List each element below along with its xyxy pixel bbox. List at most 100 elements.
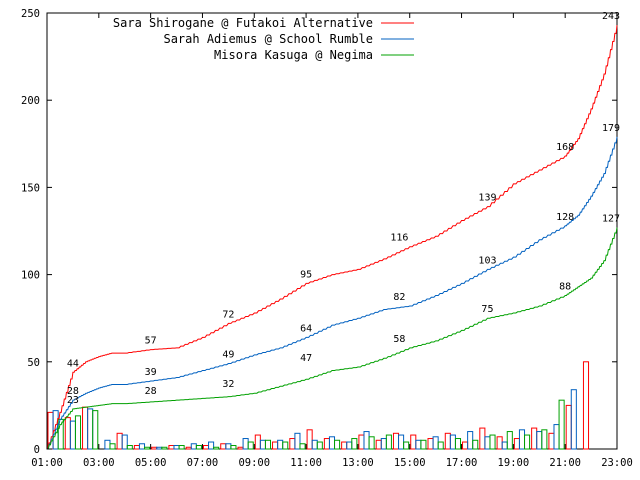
hourly-bar xyxy=(195,445,202,450)
point-label: 179 xyxy=(602,123,620,134)
point-label: 57 xyxy=(145,336,157,347)
hourly-bar xyxy=(536,431,543,450)
hourly-bar xyxy=(462,441,469,450)
point-label: 49 xyxy=(222,350,234,361)
hourly-bar xyxy=(185,446,192,450)
hourly-bar xyxy=(323,438,330,450)
hourly-bar xyxy=(437,441,444,450)
hourly-bar xyxy=(506,431,513,450)
hourly-bar xyxy=(237,446,244,450)
hourly-bar xyxy=(334,439,341,450)
hourly-bar xyxy=(565,404,572,450)
hourly-bar xyxy=(427,438,434,450)
x-tick-label: 17:00 xyxy=(446,457,478,469)
point-label: 95 xyxy=(300,269,312,280)
cumulative-line xyxy=(47,25,618,450)
hourly-bar xyxy=(501,441,508,450)
hourly-bar xyxy=(346,441,353,450)
point-label: 39 xyxy=(145,367,157,378)
hourly-bar xyxy=(420,439,427,450)
hourly-bar xyxy=(489,434,496,450)
point-label: 168 xyxy=(556,142,574,153)
hourly-bar xyxy=(230,445,237,450)
hourly-bar xyxy=(449,434,456,450)
cumulative-line xyxy=(47,136,618,450)
hourly-bar xyxy=(92,410,99,450)
hourly-bar xyxy=(289,438,296,450)
hourly-bar xyxy=(138,443,146,450)
hourly-bar xyxy=(190,443,197,450)
legend-label: Sarah Adiemus @ School Rumble xyxy=(163,32,373,46)
hourly-bar xyxy=(454,438,462,450)
hourly-bar xyxy=(524,434,531,450)
point-labels: 44 57 72 95 116 139 168 243 28 39 49 64 82 103 128 179 2… xyxy=(67,11,620,406)
y-tick-label: 50 xyxy=(27,357,40,369)
hourly-bar xyxy=(254,434,261,450)
hourly-bar xyxy=(472,439,479,450)
hourly-bar xyxy=(126,445,133,450)
hourly-bar xyxy=(121,434,128,450)
hourly-bar xyxy=(173,445,180,450)
point-label: 28 xyxy=(67,386,79,397)
x-tick-label: 07:00 xyxy=(187,457,219,469)
hourly-bar xyxy=(277,439,284,450)
hourly-bar xyxy=(247,441,254,450)
y-tick-label: 250 xyxy=(21,8,40,20)
hourly-bar xyxy=(69,420,76,450)
hourly-bar xyxy=(104,439,111,450)
hourly-bar xyxy=(392,432,400,450)
x-tick-label: 15:00 xyxy=(394,457,426,469)
hourly-bar xyxy=(264,439,272,450)
point-label: 82 xyxy=(393,292,405,303)
point-label: 58 xyxy=(393,334,405,345)
hourly-bar xyxy=(548,432,555,450)
hourly-bar xyxy=(358,434,365,450)
y-tick-label: 200 xyxy=(21,95,40,107)
hourly-bar xyxy=(109,443,116,450)
hourly-bar xyxy=(282,441,289,450)
hourly-bar xyxy=(306,429,313,450)
x-tick-label: 11:00 xyxy=(290,457,322,469)
point-label: 44 xyxy=(67,358,79,369)
point-label: 28 xyxy=(145,386,157,397)
hourly-bar xyxy=(403,441,410,450)
hourly-bar xyxy=(484,436,491,450)
hourly-bar xyxy=(64,417,71,450)
y-tick-label: 100 xyxy=(21,270,40,282)
hourly-bars xyxy=(47,361,590,450)
hourly-bar xyxy=(316,441,323,450)
hourly-bar xyxy=(385,434,392,450)
hourly-bar xyxy=(363,431,370,450)
hourly-bar xyxy=(178,445,185,450)
hourly-bar xyxy=(299,443,306,450)
x-tick-label: 21:00 xyxy=(549,457,581,469)
x-tick-label: 01:00 xyxy=(31,457,63,469)
hourly-bar xyxy=(518,429,526,450)
hourly-bar xyxy=(311,439,318,450)
hourly-bar xyxy=(398,434,405,450)
point-label: 32 xyxy=(222,379,234,390)
hourly-bar xyxy=(415,439,422,450)
point-label: 72 xyxy=(222,309,234,320)
x-tick-label: 03:00 xyxy=(83,457,115,469)
hourly-bar xyxy=(144,446,151,450)
hourly-bar xyxy=(74,415,82,450)
point-label: 88 xyxy=(559,282,571,293)
hourly-bar xyxy=(259,439,266,450)
hourly-bar xyxy=(375,439,382,450)
point-label: 47 xyxy=(300,353,312,364)
cumulative-lines xyxy=(47,25,618,450)
hourly-bar xyxy=(368,436,375,450)
hourly-bar xyxy=(380,438,387,450)
point-label: 75 xyxy=(481,304,493,315)
hourly-bar xyxy=(272,441,279,450)
y-tick-label: 0 xyxy=(34,444,40,456)
hourly-bar xyxy=(541,429,548,450)
hourly-bar xyxy=(220,443,227,450)
point-label: 243 xyxy=(602,11,620,22)
hourly-bar xyxy=(479,427,486,450)
hourly-bar xyxy=(156,446,163,450)
hourly-bar xyxy=(213,446,220,450)
x-tick-label: 09:00 xyxy=(238,457,270,469)
